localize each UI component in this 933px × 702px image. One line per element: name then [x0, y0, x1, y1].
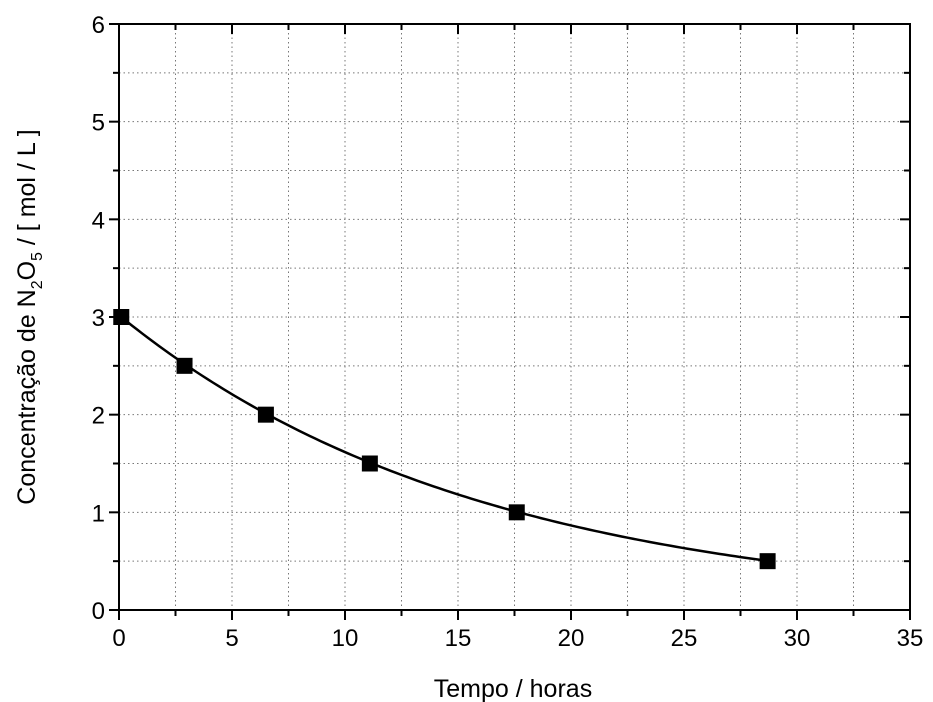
- x-tick-label: 35: [897, 625, 924, 652]
- data-point: [759, 553, 776, 570]
- y-axis-label-sub2: 5: [29, 252, 46, 261]
- y-tick-label: 4: [92, 207, 105, 234]
- grid: [119, 24, 910, 610]
- y-tick-label: 3: [92, 305, 105, 332]
- data-point: [361, 455, 378, 472]
- tick-labels: 0 5 10 15 20 25 30 35 0 1 2 3 4 5 6: [92, 12, 924, 652]
- y-tick-label: 1: [92, 500, 105, 527]
- y-axis-label-part1: Concentração de N: [13, 289, 41, 504]
- x-axis-label: Tempo / horas: [434, 675, 592, 702]
- y-tick-label: 2: [92, 403, 105, 430]
- y-tick-label: 5: [92, 110, 105, 137]
- x-tick-label: 5: [225, 625, 238, 652]
- y-tick-label: 6: [92, 12, 105, 39]
- y-axis-label-part2: O: [13, 261, 41, 280]
- data-point: [113, 309, 130, 325]
- x-tick-label: 30: [784, 625, 811, 652]
- x-tick-label: 25: [671, 625, 698, 652]
- data-point: [508, 504, 525, 521]
- y-axis-label: Concentração de N2O5 / [ mol / L ]: [13, 129, 46, 504]
- y-axis-label-sub1: 2: [29, 280, 46, 289]
- data-point: [257, 406, 274, 423]
- data-point: [176, 357, 193, 374]
- x-tick-label: 10: [332, 625, 359, 652]
- y-tick-label: 0: [92, 598, 105, 625]
- data-points: [113, 309, 776, 570]
- axis-ticks: [109, 23, 911, 620]
- fit-curve: [120, 316, 768, 563]
- x-tick-label: 0: [112, 625, 125, 652]
- x-tick-label: 20: [558, 625, 585, 652]
- x-tick-label: 15: [445, 625, 472, 652]
- y-axis-label-part3: / [ mol / L ]: [13, 129, 41, 252]
